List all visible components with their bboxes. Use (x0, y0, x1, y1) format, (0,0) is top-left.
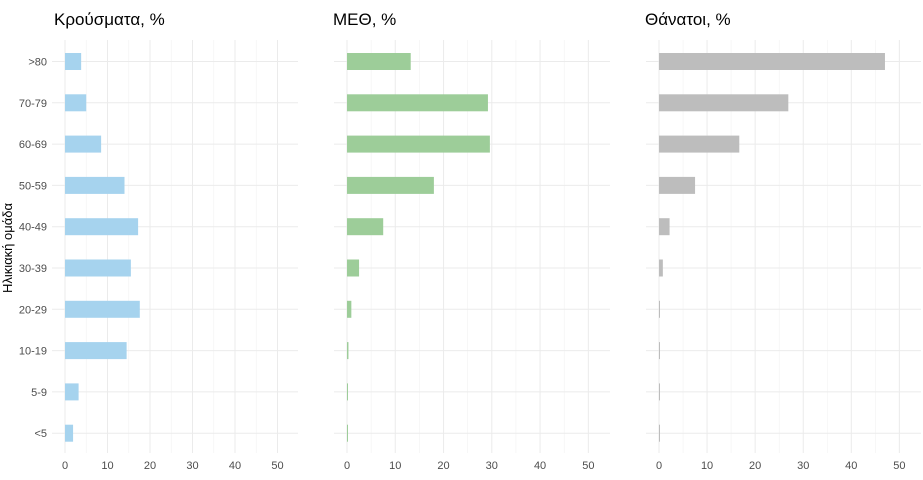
bar (65, 259, 131, 277)
y-tick-label: 5-9 (31, 387, 47, 399)
y-tick-label: 30-39 (19, 263, 47, 275)
y-tick-label: 40-49 (19, 222, 47, 234)
bar (659, 94, 789, 112)
x-tick-label: 50 (271, 460, 283, 472)
bar (65, 176, 125, 194)
x-tick-label: 40 (845, 460, 857, 472)
panel-title: ΜΕΘ, % (333, 10, 396, 29)
bar (65, 342, 127, 360)
bar (659, 259, 663, 277)
bar (65, 135, 102, 153)
x-tick-label: 10 (701, 460, 713, 472)
x-tick-label: 10 (101, 460, 113, 472)
bar (347, 424, 348, 442)
bar (659, 176, 696, 194)
panel-title: Κρούσματα, % (54, 10, 165, 29)
bar (65, 300, 140, 318)
bar (347, 342, 349, 360)
bar (659, 300, 660, 318)
y-tick-label: >80 (28, 57, 47, 69)
panel-3: Θάνατοι, % 0 10 20 30 40 50 (645, 10, 921, 472)
x-tick-label: 30 (486, 460, 498, 472)
bar (347, 383, 348, 401)
bar (659, 135, 740, 153)
bar (659, 218, 670, 236)
bar (65, 424, 74, 442)
bar (65, 383, 79, 401)
bar (659, 424, 660, 442)
panel-2: ΜΕΘ, % 0 10 20 30 40 50 (333, 10, 610, 472)
x-tick-label: 50 (582, 460, 594, 472)
x-tick-label: 50 (893, 460, 905, 472)
x-tick-label: 30 (797, 460, 809, 472)
bar (659, 342, 660, 360)
bar (347, 259, 360, 277)
x-tick-label: 20 (437, 460, 449, 472)
y-tick-label: 60-69 (19, 139, 47, 151)
x-tick-label: 20 (144, 460, 156, 472)
bar (659, 53, 885, 70)
x-tick-label: 40 (534, 460, 546, 472)
y-tick-label: 20-29 (19, 304, 47, 316)
x-tick-label: 30 (186, 460, 198, 472)
panel-title: Θάνατοι, % (645, 10, 731, 29)
x-tick-label: 0 (62, 460, 68, 472)
x-tick-label: 20 (749, 460, 761, 472)
bar (347, 300, 352, 318)
y-tick-label: 10-19 (19, 346, 47, 358)
bar (65, 218, 139, 236)
y-tick-label: <5 (34, 428, 47, 440)
bar (347, 53, 411, 70)
bar (347, 176, 434, 194)
y-tick-label: 70-79 (19, 98, 47, 110)
x-tick-label: 0 (656, 460, 662, 472)
x-tick-label: 10 (389, 460, 401, 472)
x-tick-label: 0 (344, 460, 350, 472)
panel-1: Κρούσματα, % 0 10 20 30 40 50 >80 70-79 60-69 50-5… (19, 10, 298, 472)
y-tick-label: 50-59 (19, 180, 47, 192)
bar (347, 218, 384, 236)
bar (659, 383, 660, 401)
bar (347, 135, 490, 153)
y-axis-title: Ηλικιακή ομάδα (0, 203, 15, 293)
bar (65, 53, 82, 70)
bar (347, 94, 488, 112)
bar (65, 94, 87, 112)
x-tick-label: 40 (229, 460, 241, 472)
